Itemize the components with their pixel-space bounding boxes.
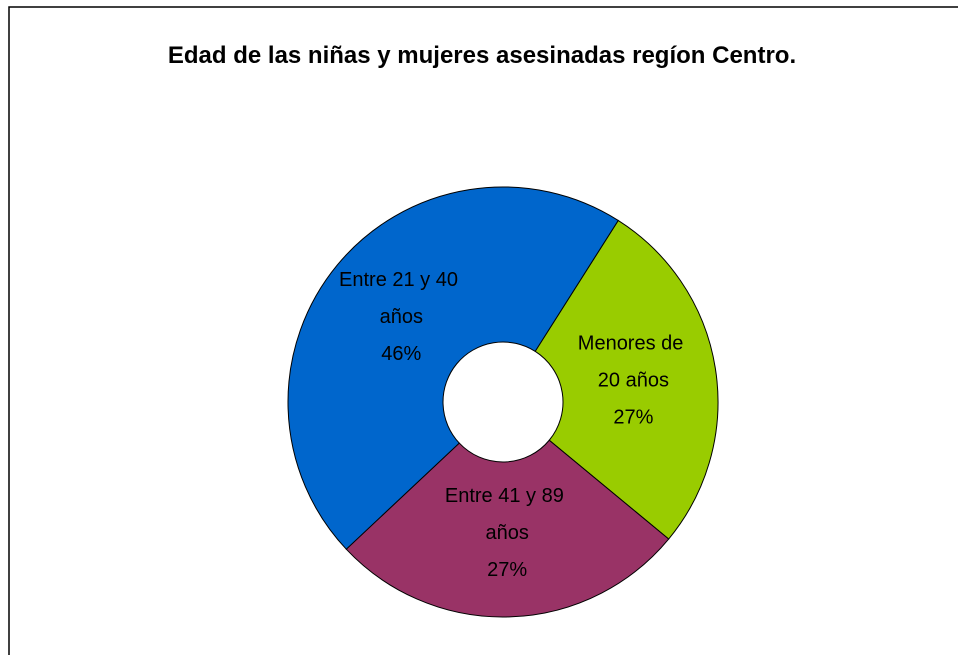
slice <box>287 186 619 550</box>
chart-title: Edad de las niñas y mujeres asesinadas r… <box>168 42 796 69</box>
slice-value-label: 27% <box>487 559 527 581</box>
slice <box>534 219 719 540</box>
slice-value-label: 46% <box>381 343 421 365</box>
slice-label: Entre 41 y 89 años <box>445 485 570 544</box>
slice-value-label: 27% <box>613 407 653 429</box>
slice-label: Menores de 20 años <box>578 333 689 392</box>
slice <box>345 439 670 618</box>
slice-label: Entre 21 y 40 años <box>339 269 464 328</box>
